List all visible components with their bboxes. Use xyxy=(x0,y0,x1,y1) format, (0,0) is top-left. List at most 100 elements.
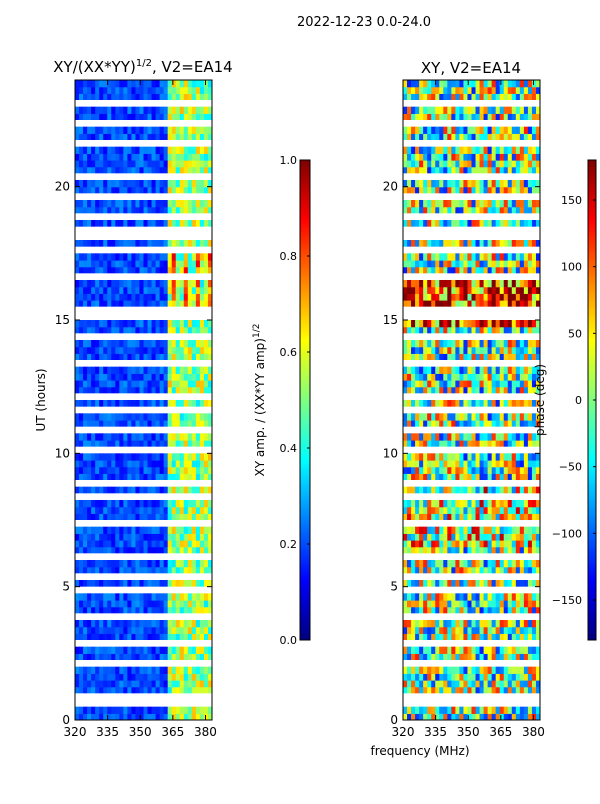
left-heatmap-cell xyxy=(163,113,169,121)
left-heatmap-cell xyxy=(199,113,205,121)
left-heatmap-cell xyxy=(143,526,149,534)
right-heatmap-cell xyxy=(491,440,497,448)
right-heatmap-cell xyxy=(511,200,517,208)
right-heatmap-cell xyxy=(447,626,452,634)
right-heatmap-cell xyxy=(471,440,477,448)
left-heatmap-cell xyxy=(135,453,141,461)
left-heatmap-cell xyxy=(203,673,209,681)
left-heatmap-cell xyxy=(119,533,124,541)
left-heatmap-cell xyxy=(155,186,161,194)
right-heatmap-cell xyxy=(459,126,465,134)
right-heatmap-cell xyxy=(467,400,473,408)
left-heatmap-cell xyxy=(191,240,197,248)
right-heatmap-cell xyxy=(415,220,420,228)
right-heatmap-cell xyxy=(459,686,465,694)
left-heatmap-cell xyxy=(119,620,124,628)
right-heatmap-cell xyxy=(447,400,452,408)
right-heatmap-cell xyxy=(435,633,440,641)
right-heatmap-cell xyxy=(455,260,461,268)
right-heatmap-flagged-row xyxy=(403,193,540,198)
right-heatmap-cell xyxy=(439,320,444,328)
right-heatmap-cell xyxy=(511,453,517,461)
right-heatmap-cell xyxy=(463,513,469,521)
right-heatmap-cell xyxy=(519,440,525,448)
left-heatmap-cell xyxy=(79,286,84,294)
right-heatmap-cell xyxy=(487,420,493,428)
right-heatmap-cell xyxy=(483,353,489,361)
left-heatmap-cell xyxy=(103,413,108,421)
left-heatmap-cell xyxy=(87,466,92,474)
right-heatmap-cell xyxy=(451,633,456,641)
left-heatmap-cell xyxy=(179,280,185,288)
right-heatmap-cell xyxy=(447,666,452,674)
right-heatmap-cell xyxy=(435,626,440,634)
right-heatmap-cell xyxy=(483,606,489,614)
right-heatmap-cell xyxy=(487,466,493,474)
right-heatmap-cell xyxy=(447,253,452,261)
right-heatmap-cell xyxy=(503,653,509,661)
right-heatmap-cell xyxy=(415,666,420,674)
left-heatmap-cell xyxy=(111,80,116,88)
right-heatmap-cell xyxy=(499,380,505,388)
left-heatmap-cell xyxy=(147,566,153,574)
right-heatmap-cell xyxy=(415,253,420,261)
left-heatmap-cell xyxy=(159,126,165,134)
left-heatmap-cell xyxy=(139,340,145,348)
right-heatmap-cell xyxy=(411,500,416,508)
left-heatmap-cell xyxy=(167,513,173,521)
right-heatmap-cell xyxy=(423,566,428,574)
left-heatmap-cell xyxy=(87,440,92,448)
right-heatmap-cell xyxy=(431,566,436,574)
right-heatmap-cell xyxy=(439,580,444,588)
left-heatmap-cell xyxy=(191,346,197,354)
left-heatmap-cell xyxy=(79,320,84,328)
left-heatmap xyxy=(75,80,212,720)
left-heatmap-cell xyxy=(151,653,157,661)
right-heatmap-cell xyxy=(455,666,461,674)
right-heatmap-cell xyxy=(515,373,521,381)
left-heatmap-cell xyxy=(107,646,112,654)
right-heatmap-cell xyxy=(455,400,461,408)
right-heatmap-cell xyxy=(427,166,432,174)
left-heatmap-cell xyxy=(107,606,112,614)
right-heatmap-cell xyxy=(431,646,436,654)
left-heatmap-cell xyxy=(195,93,201,101)
left-heatmap-cell xyxy=(143,220,149,228)
left-heatmap-cell xyxy=(163,266,169,274)
right-heatmap-cell xyxy=(491,526,497,534)
right-heatmap-cell xyxy=(515,386,521,394)
left-heatmap-flagged-row xyxy=(75,333,212,338)
right-heatmap-cell xyxy=(419,200,424,208)
right-heatmap-cell xyxy=(515,206,521,214)
right-heatmap-cell xyxy=(419,373,424,381)
right-heatmap-cell xyxy=(519,260,525,268)
right-heatmap-cell xyxy=(531,420,537,428)
left-heatmap-cell xyxy=(103,706,108,714)
left-heatmap-cell xyxy=(163,146,169,154)
left-heatmap-cell xyxy=(167,300,173,308)
right-heatmap-cell xyxy=(439,680,444,688)
left-heatmap-cell xyxy=(171,160,177,168)
left-heatmap-cell xyxy=(111,373,116,381)
left-heatmap-cell xyxy=(87,380,92,388)
right-heatmap-cell xyxy=(411,293,416,301)
left-heatmap-cell xyxy=(87,546,92,554)
right-heatmap-cell xyxy=(475,80,481,88)
left-heatmap-cell xyxy=(139,513,145,521)
left-heatmap-cell xyxy=(163,686,169,694)
right-heatmap-cell xyxy=(495,506,501,514)
left-heatmap-cell xyxy=(151,566,157,574)
left-heatmap-cell xyxy=(179,500,185,508)
right-heatmap-cell xyxy=(411,666,416,674)
left-heatmap-cell xyxy=(183,86,189,94)
left-heatmap-cell xyxy=(191,560,197,568)
right-heatmap-cell xyxy=(435,713,440,720)
left-heatmap-cell xyxy=(139,126,145,134)
left-heatmap-cell xyxy=(163,620,169,628)
left-heatmap-cell xyxy=(171,293,177,301)
left-heatmap-cell xyxy=(127,440,133,448)
right-heatmap-cell xyxy=(519,106,525,114)
left-heatmap-cell xyxy=(183,240,189,248)
left-heatmap-cell xyxy=(195,500,201,508)
right-heatmap-cell xyxy=(503,600,509,608)
